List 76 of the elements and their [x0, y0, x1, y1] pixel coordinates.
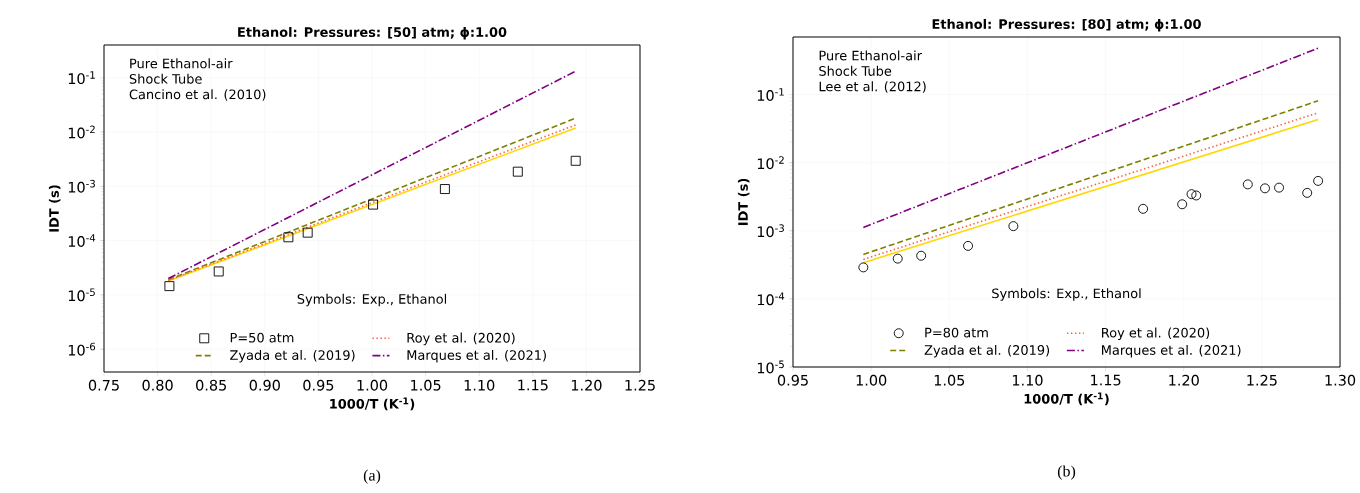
- x-tick-label: 0.95: [303, 379, 334, 391]
- legend-title: Symbols: Exp., Ethanol: [297, 293, 447, 307]
- point: [1274, 182, 1285, 193]
- legend-label: P=80 atm: [925, 327, 988, 338]
- point: [283, 232, 294, 243]
- point: [302, 227, 313, 238]
- y-tick-label: 10$^{-5}$: [68, 288, 95, 302]
- point: [1138, 203, 1149, 214]
- text: (b): [1057, 465, 1076, 480]
- y-tick-label: 10$^{-2}$: [68, 125, 95, 139]
- point: [963, 240, 973, 251]
- chart-title: Ethanol: Pressures: [80] atm; ϕ:1.00: [932, 18, 1201, 32]
- y-tick-label: 10$^{-2}$: [757, 156, 784, 170]
- y-tick-label: 10$^{-6}$: [68, 342, 96, 356]
- annotation: Pure Ethanol-air: [130, 58, 233, 69]
- annotation: Shock Tube: [129, 73, 202, 84]
- x-tick-label: 0.85: [196, 379, 227, 391]
- point: [570, 155, 581, 166]
- y-tick-label: 10$^{-3}$: [757, 224, 784, 238]
- x-tick-label: 1.15: [518, 379, 548, 391]
- point: [1186, 189, 1197, 200]
- point: [164, 281, 175, 292]
- x-tick-label: 1.20: [571, 379, 602, 391]
- point: [916, 250, 927, 261]
- point: [368, 199, 379, 210]
- annotation: Pure Ethanol-air: [819, 50, 923, 61]
- legend-label: Marques et al. (2021): [1102, 344, 1241, 358]
- annotation: Shock Tube: [819, 65, 892, 76]
- point: [213, 266, 224, 277]
- chart-title: Ethanol: Pressures: [50] atm; ϕ:1.00: [238, 26, 507, 40]
- y-tick-label: 10$^{-4}$: [757, 292, 785, 306]
- x-tick-label: 1.10: [1012, 374, 1043, 386]
- legend-label: Zyada et al. (2019): [924, 344, 1050, 358]
- legend-label: Zyada et al. (2019): [230, 349, 355, 363]
- x-tick-label: 0.80: [142, 379, 173, 391]
- point: [1242, 179, 1253, 190]
- point: [892, 253, 903, 264]
- point: [1260, 183, 1270, 194]
- point: [858, 262, 869, 273]
- x-tick-label: 0.95: [777, 374, 808, 386]
- legend-label: Roy et al. (2020): [407, 332, 515, 346]
- point: [512, 166, 523, 177]
- x-tick-label: 1.30: [1325, 374, 1356, 386]
- legend-label: Roy et al. (2020): [1102, 327, 1210, 341]
- y-axis-title: IDT (s): [737, 178, 750, 226]
- y-tick-label: 10$^{-4}$: [68, 234, 96, 247]
- point: [439, 184, 450, 194]
- point: [1177, 199, 1188, 210]
- y-tick-label: 10$^{-1}$: [757, 88, 784, 101]
- y-axis-title: IDT (s): [48, 185, 61, 232]
- y-tick-label: 10$^{-3}$: [68, 179, 95, 193]
- legend-label: Marques et al. (2021): [407, 349, 546, 363]
- point: [1302, 187, 1313, 198]
- y-tick-label: 10$^{-5}$: [757, 360, 784, 374]
- x-tick-label: 1.25: [625, 379, 655, 391]
- x-tick-label: 1.25: [1247, 374, 1277, 386]
- x-axis-title: 1000/T (K$^{-1}$): [1024, 392, 1109, 406]
- point: [1008, 221, 1019, 232]
- x-tick-label: 1.00: [357, 379, 388, 391]
- x-tick-label: 0.75: [88, 379, 119, 391]
- x-tick-label: 1.00: [856, 374, 887, 386]
- x-tick-label: 0.90: [249, 379, 280, 391]
- legend-label: P=50 atm: [230, 332, 294, 343]
- text: (a): [363, 469, 381, 484]
- x-tick-label: 1.20: [1169, 374, 1199, 386]
- annotation: Lee et al. (2012): [819, 81, 926, 93]
- x-tick-label: 1.10: [464, 379, 495, 391]
- point: [1313, 175, 1324, 186]
- point: [1191, 190, 1202, 201]
- y-tick-label: 10$^{-1}$: [68, 71, 95, 85]
- x-tick-label: 1.05: [934, 374, 965, 386]
- x-tick-label: 1.15: [1091, 374, 1121, 386]
- annotation: Cancino et al. (2010): [129, 89, 266, 101]
- x-axis-title: 1000/T (K$^{-1}$): [330, 397, 415, 411]
- x-tick-label: 1.05: [411, 379, 441, 391]
- legend-title: Symbols: Exp., Ethanol: [992, 288, 1141, 301]
